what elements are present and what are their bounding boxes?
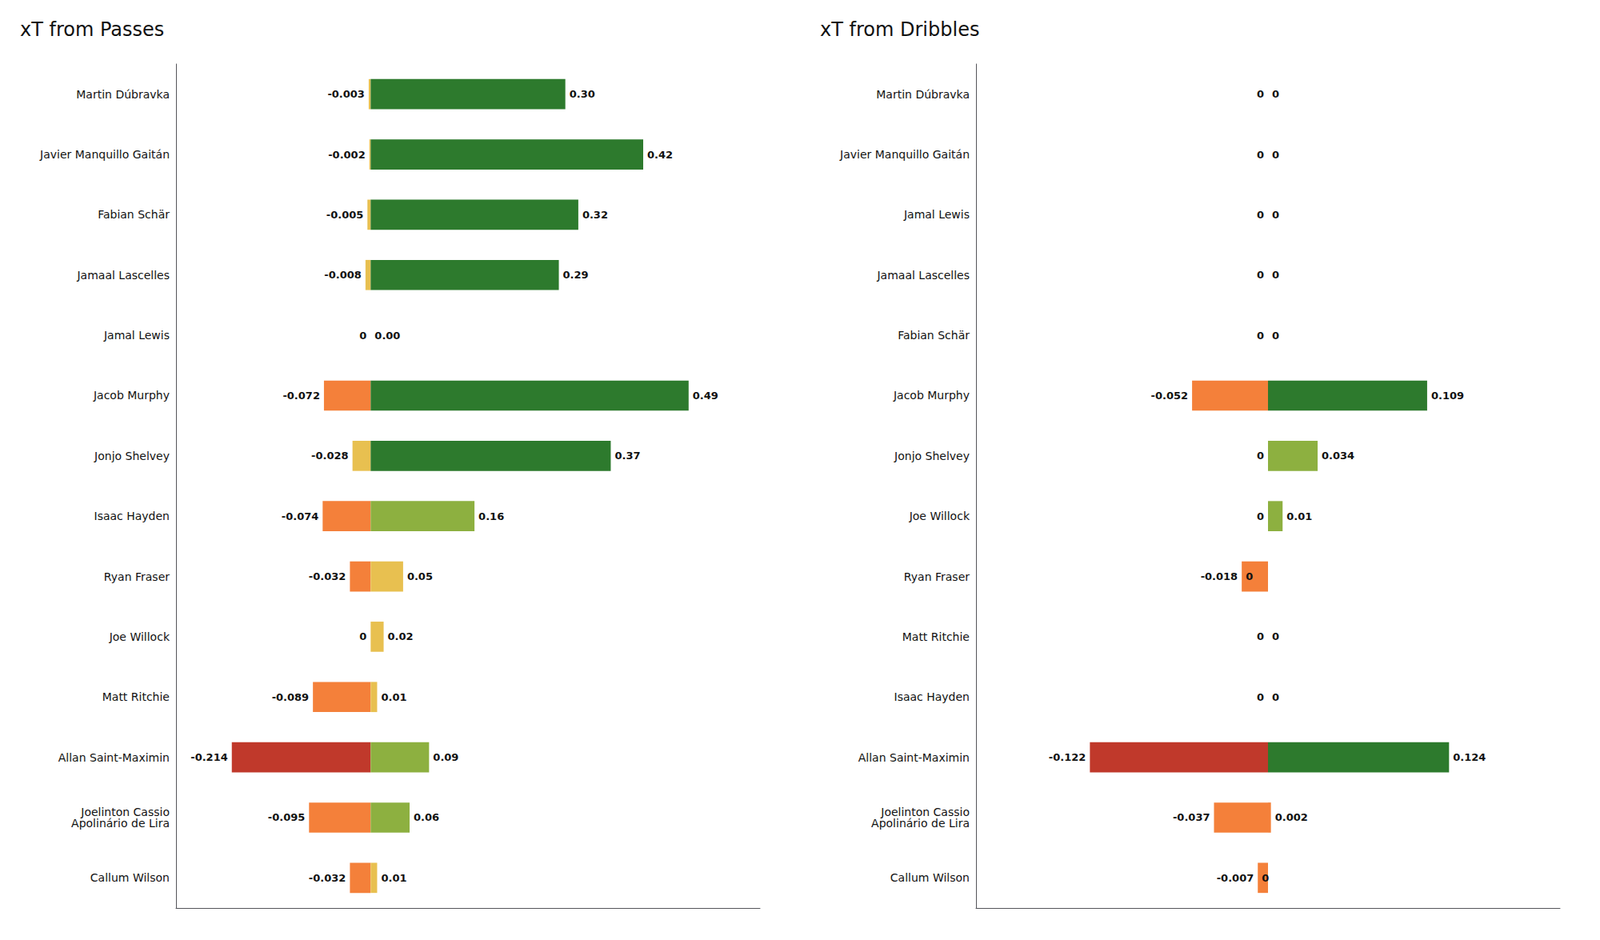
svg-text:-0.037: -0.037: [1172, 811, 1211, 824]
svg-text:Fabian Schär: Fabian Schär: [97, 208, 170, 221]
svg-text:xT from Passes: xT from Passes: [20, 18, 164, 41]
svg-text:Jamal Lewis: Jamal Lewis: [903, 208, 970, 221]
svg-text:0: 0: [1272, 148, 1280, 161]
svg-text:0: 0: [1256, 449, 1264, 462]
svg-text:-0.072: -0.072: [282, 389, 320, 402]
svg-text:0.02: 0.02: [388, 630, 414, 643]
svg-text:0: 0: [1256, 510, 1264, 523]
svg-text:Ryan Fraser: Ryan Fraser: [104, 570, 170, 584]
svg-text:Martin Dúbravka: Martin Dúbravka: [76, 88, 170, 101]
svg-text:0.01: 0.01: [380, 872, 407, 884]
svg-text:Joe Willock: Joe Willock: [908, 509, 971, 523]
svg-text:Callum Wilson: Callum Wilson: [90, 871, 170, 884]
svg-text:-0.074: -0.074: [281, 510, 320, 523]
svg-text:0: 0: [1272, 630, 1280, 643]
svg-text:0.49: 0.49: [692, 389, 719, 402]
svg-text:0: 0: [1256, 691, 1264, 704]
svg-text:-0.032: -0.032: [308, 872, 347, 884]
svg-text:Jamal Lewis: Jamal Lewis: [103, 328, 170, 342]
svg-text:Martin Dúbravka: Martin Dúbravka: [876, 88, 970, 101]
svg-text:Joelinton Cassio: Joelinton Cassio: [881, 805, 970, 819]
svg-text:-0.007: -0.007: [1216, 872, 1255, 884]
svg-text:-0.005: -0.005: [326, 208, 364, 221]
svg-text:0.16: 0.16: [478, 510, 504, 523]
svg-text:0.05: 0.05: [407, 570, 433, 583]
svg-text:0.06: 0.06: [413, 811, 440, 824]
svg-text:0: 0: [1272, 88, 1280, 100]
svg-text:0: 0: [1256, 208, 1264, 221]
svg-text:-0.002: -0.002: [328, 148, 366, 161]
svg-text:Javier Manquillo Gaitán: Javier Manquillo Gaitán: [39, 148, 170, 161]
svg-text:0: 0: [1272, 268, 1280, 281]
svg-text:0: 0: [359, 329, 367, 342]
svg-text:0: 0: [1272, 329, 1280, 342]
svg-text:-0.032: -0.032: [308, 570, 347, 583]
svg-text:Apolinário de Lira: Apolinário de Lira: [871, 816, 970, 830]
svg-text:Callum Wilson: Callum Wilson: [890, 871, 970, 884]
svg-text:-0.052: -0.052: [1151, 389, 1189, 402]
svg-text:0.37: 0.37: [614, 449, 640, 462]
svg-text:Joe Willock: Joe Willock: [108, 630, 171, 644]
svg-text:Apolinário de Lira: Apolinário de Lira: [71, 816, 170, 830]
svg-text:0: 0: [1256, 148, 1264, 161]
svg-text:Jonjo Shelvey: Jonjo Shelvey: [93, 449, 170, 463]
svg-text:Jacob Murphy: Jacob Murphy: [892, 388, 970, 402]
svg-text:-0.089: -0.089: [272, 691, 310, 704]
svg-text:-0.008: -0.008: [324, 268, 362, 281]
svg-text:0: 0: [1256, 329, 1264, 342]
svg-text:-0.095: -0.095: [268, 811, 306, 824]
svg-text:-0.122: -0.122: [1048, 751, 1087, 764]
svg-text:Matt Ritchie: Matt Ritchie: [902, 630, 970, 644]
svg-text:Jacob Murphy: Jacob Murphy: [92, 388, 170, 402]
svg-text:0: 0: [1256, 88, 1264, 100]
svg-text:0.29: 0.29: [563, 268, 589, 281]
svg-text:Jamaal Lascelles: Jamaal Lascelles: [76, 268, 170, 282]
svg-text:-0.018: -0.018: [1200, 570, 1239, 583]
svg-text:0.002: 0.002: [1275, 811, 1308, 824]
svg-text:0: 0: [1272, 208, 1280, 221]
svg-text:Javier Manquillo Gaitán: Javier Manquillo Gaitán: [839, 148, 970, 161]
svg-text:0.30: 0.30: [569, 88, 596, 100]
svg-text:0.42: 0.42: [647, 148, 673, 161]
svg-text:Joelinton Cassio: Joelinton Cassio: [81, 805, 170, 819]
svg-text:0.109: 0.109: [1431, 389, 1464, 402]
svg-text:-0.028: -0.028: [311, 449, 349, 462]
svg-text:0: 0: [1272, 691, 1280, 704]
svg-text:0: 0: [359, 630, 367, 643]
svg-text:Isaac Hayden: Isaac Hayden: [894, 690, 971, 704]
svg-text:0.01: 0.01: [1286, 510, 1312, 523]
svg-text:Allan Saint-Maximin: Allan Saint-Maximin: [58, 751, 170, 764]
svg-text:-0.214: -0.214: [190, 751, 228, 764]
svg-text:Allan Saint-Maximin: Allan Saint-Maximin: [858, 751, 970, 764]
svg-text:Ryan Fraser: Ryan Fraser: [904, 570, 970, 584]
svg-text:Jamaal Lascelles: Jamaal Lascelles: [876, 268, 970, 282]
svg-text:0.09: 0.09: [432, 751, 459, 764]
svg-text:Isaac Hayden: Isaac Hayden: [94, 509, 171, 523]
svg-text:0.01: 0.01: [380, 691, 407, 704]
svg-text:Jonjo Shelvey: Jonjo Shelvey: [893, 449, 970, 463]
svg-text:0: 0: [1256, 630, 1264, 643]
svg-text:0.00: 0.00: [374, 329, 400, 342]
svg-text:Fabian Schär: Fabian Schär: [897, 328, 970, 342]
svg-text:xT from Dribbles: xT from Dribbles: [820, 18, 980, 41]
svg-text:0: 0: [1261, 872, 1269, 884]
svg-text:0: 0: [1256, 268, 1264, 281]
svg-text:0.124: 0.124: [1452, 751, 1486, 764]
svg-text:Matt Ritchie: Matt Ritchie: [102, 690, 170, 704]
svg-text:-0.003: -0.003: [327, 88, 365, 100]
svg-text:0.32: 0.32: [582, 208, 608, 221]
svg-text:0: 0: [1245, 570, 1253, 583]
svg-text:0.034: 0.034: [1321, 449, 1355, 462]
